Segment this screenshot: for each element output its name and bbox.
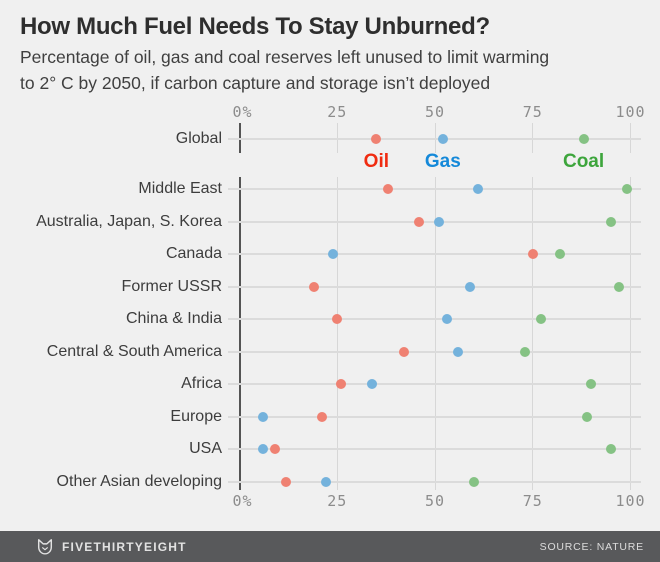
x-axis-tick-bottom: 25 xyxy=(327,492,348,510)
coal-dot xyxy=(582,411,593,422)
legend-label-oil: Oil xyxy=(363,151,390,172)
x-axis-tick-bottom: 75 xyxy=(522,492,543,510)
oil-dot xyxy=(414,216,425,227)
gas-dot xyxy=(465,281,476,292)
row-line xyxy=(228,188,641,190)
gas-dot xyxy=(453,346,464,357)
row-line xyxy=(228,253,641,255)
footer-brand: FIVETHIRTYEIGHT xyxy=(36,538,187,556)
x-axis-tick-bottom: 50 xyxy=(424,492,446,510)
gas-dot xyxy=(367,379,378,389)
row-line xyxy=(228,383,641,385)
coal-dot xyxy=(535,314,546,324)
gridline xyxy=(630,177,631,490)
chart-subtitle-line1: Percentage of oil, gas and coal reserves… xyxy=(20,47,550,67)
coal-dot xyxy=(621,184,632,194)
row-label-africa: Africa xyxy=(181,375,222,392)
legend-label-gas: Gas xyxy=(424,151,461,172)
row-line xyxy=(228,415,641,418)
row-label-australia-japan-s-korea: Australia, Japan, S. Korea xyxy=(36,212,222,230)
oil-dot xyxy=(308,281,319,292)
row-line xyxy=(228,480,641,483)
x-axis-tick-top: 50 xyxy=(424,103,446,121)
x-axis-tick-top: 0% xyxy=(232,103,253,121)
gas-dot xyxy=(328,249,339,259)
coal-dot xyxy=(578,134,589,144)
coal-dot xyxy=(586,379,597,389)
row-label-europe: Europe xyxy=(170,407,222,425)
x-axis-tick-bottom: 100 xyxy=(615,492,646,510)
row-line xyxy=(228,285,641,288)
coal-dot xyxy=(613,281,624,292)
zero-axis-line xyxy=(238,177,241,490)
footer-brand-text: FIVETHIRTYEIGHT xyxy=(62,539,187,554)
gridline xyxy=(532,177,534,490)
coal-dot xyxy=(605,216,616,227)
row-label-middle-east: Middle East xyxy=(138,180,222,197)
x-axis-tick-top: 75 xyxy=(522,103,543,121)
gridline xyxy=(336,177,338,490)
oil-dot xyxy=(316,411,327,422)
oil-dot xyxy=(336,379,347,389)
oil-dot xyxy=(527,249,538,259)
row-label-central-south-america: Central & South America xyxy=(46,342,222,360)
coal-dot xyxy=(519,346,530,357)
row-label-canada: Canada xyxy=(165,245,222,262)
fivethirtyeight-fox-icon xyxy=(36,538,54,556)
oil-dot xyxy=(398,346,409,357)
chart-title: How Much Fuel Needs To Stay Unburned? xyxy=(20,13,490,40)
gas-dot xyxy=(473,184,483,194)
row-line xyxy=(228,138,641,140)
oil-dot xyxy=(332,314,343,324)
footer-source: SOURCE: NATURE xyxy=(539,540,644,553)
gridline xyxy=(434,177,436,490)
oil-dot xyxy=(269,444,280,454)
x-axis-tick-bottom: 0% xyxy=(232,492,253,510)
row-line xyxy=(228,350,641,353)
gas-dot xyxy=(320,476,331,487)
x-axis-tick-top: 25 xyxy=(327,103,348,121)
gas-dot xyxy=(433,216,444,227)
coal-dot xyxy=(469,476,480,487)
oil-dot xyxy=(371,134,382,144)
x-axis-tick-top: 100 xyxy=(615,103,646,121)
footer-bar: FIVETHIRTYEIGHT SOURCE: NATURE xyxy=(0,531,660,562)
row-label-china-india: China & India xyxy=(125,310,222,327)
gas-dot xyxy=(441,314,452,324)
row-label-usa: USA xyxy=(189,440,222,457)
chart-subtitle-line2: to 2° C by 2050, if carbon capture and s… xyxy=(20,73,491,93)
row-line xyxy=(228,318,641,320)
row-label-other-asian-developing: Other Asian developing xyxy=(56,472,222,490)
row-label-global: Global xyxy=(175,130,222,147)
row-label-former-ussr: Former USSR xyxy=(121,277,222,295)
oil-dot xyxy=(383,184,394,194)
row-line xyxy=(228,448,641,450)
gas-dot xyxy=(257,444,268,454)
oil-dot xyxy=(281,476,292,487)
gas-dot xyxy=(257,411,268,422)
gas-dot xyxy=(437,134,448,144)
legend-label-coal: Coal xyxy=(562,151,605,172)
coal-dot xyxy=(555,249,566,259)
coal-dot xyxy=(605,444,616,454)
